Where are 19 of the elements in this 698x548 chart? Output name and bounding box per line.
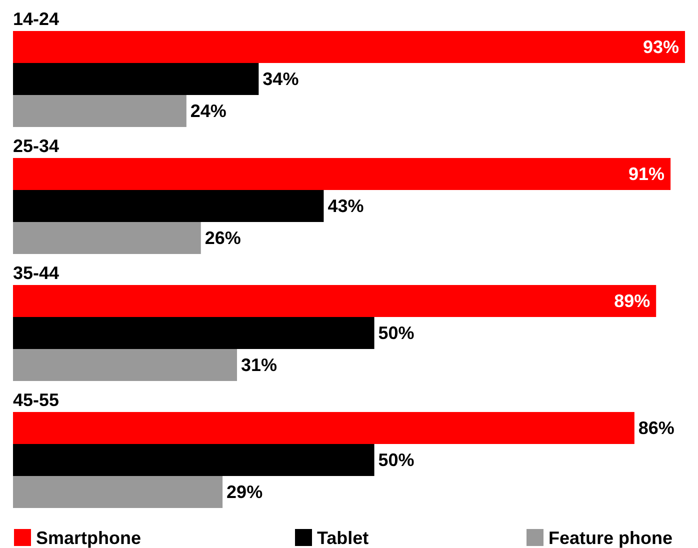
data-label: 86% (638, 418, 674, 438)
legend-label: Smartphone (36, 528, 142, 548)
data-label: 24% (190, 101, 226, 121)
data-label: 50% (378, 450, 414, 470)
data-label: 26% (204, 228, 241, 248)
data-label: 34% (262, 69, 299, 89)
data-label: 93% (642, 37, 679, 57)
y-tick-label: 45-55 (13, 390, 60, 410)
y-tick-label: 35-44 (13, 263, 60, 283)
data-label: 43% (328, 196, 364, 216)
y-tick-label: 14-24 (13, 9, 60, 29)
legend-label: Tablet (317, 528, 369, 548)
data-label: 50% (378, 323, 414, 343)
legend-label: Feature phone (548, 528, 673, 548)
data-label: 29% (226, 482, 263, 502)
data-label: 91% (628, 164, 665, 184)
data-label: 31% (241, 355, 278, 375)
data-label: 89% (614, 291, 650, 311)
y-tick-label: 25-34 (13, 136, 60, 156)
